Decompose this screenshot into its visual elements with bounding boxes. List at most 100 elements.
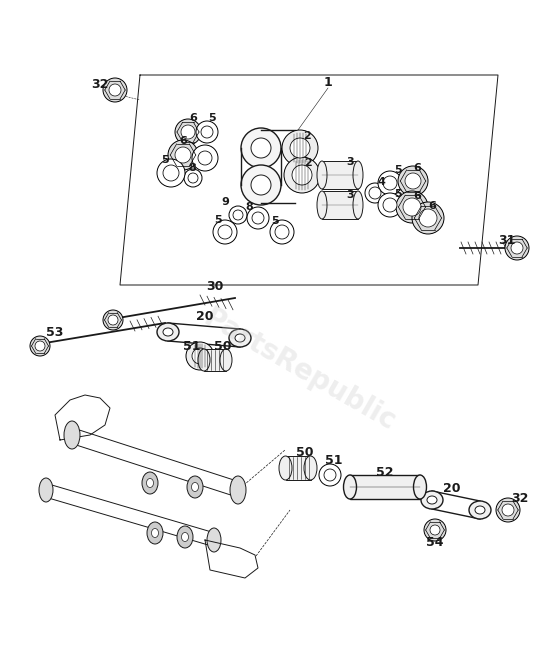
Ellipse shape xyxy=(188,173,198,183)
Text: 8: 8 xyxy=(188,163,196,173)
Ellipse shape xyxy=(35,341,45,351)
Ellipse shape xyxy=(403,198,421,216)
Ellipse shape xyxy=(103,310,123,330)
Ellipse shape xyxy=(198,349,210,371)
Text: 5: 5 xyxy=(161,155,169,165)
Text: 1: 1 xyxy=(324,77,332,90)
Ellipse shape xyxy=(317,191,327,219)
Ellipse shape xyxy=(218,225,232,239)
Ellipse shape xyxy=(163,328,173,336)
Ellipse shape xyxy=(290,138,310,158)
Text: 5: 5 xyxy=(394,189,402,199)
Ellipse shape xyxy=(353,161,363,189)
Ellipse shape xyxy=(496,498,520,522)
Text: 6: 6 xyxy=(179,136,187,146)
Text: 3: 3 xyxy=(346,157,354,167)
Ellipse shape xyxy=(39,478,53,502)
Ellipse shape xyxy=(505,236,529,260)
Ellipse shape xyxy=(177,526,193,548)
Text: 2: 2 xyxy=(303,131,311,141)
Ellipse shape xyxy=(213,220,237,244)
Ellipse shape xyxy=(319,464,341,486)
Text: 6: 6 xyxy=(413,163,421,173)
FancyBboxPatch shape xyxy=(286,456,311,480)
Text: 50: 50 xyxy=(296,447,314,460)
Ellipse shape xyxy=(365,183,385,203)
Text: 31: 31 xyxy=(498,233,516,246)
Ellipse shape xyxy=(284,157,320,193)
Ellipse shape xyxy=(324,469,336,481)
Ellipse shape xyxy=(252,212,264,224)
Ellipse shape xyxy=(142,472,158,494)
Ellipse shape xyxy=(103,78,127,102)
Ellipse shape xyxy=(151,528,159,538)
Ellipse shape xyxy=(405,173,421,189)
Ellipse shape xyxy=(230,476,246,504)
Ellipse shape xyxy=(475,506,485,514)
Ellipse shape xyxy=(187,476,203,498)
Ellipse shape xyxy=(186,342,214,370)
Ellipse shape xyxy=(192,145,218,171)
Ellipse shape xyxy=(421,491,443,509)
Ellipse shape xyxy=(275,225,289,239)
Text: 52: 52 xyxy=(376,467,394,480)
Ellipse shape xyxy=(196,121,218,143)
Ellipse shape xyxy=(412,202,444,234)
Ellipse shape xyxy=(511,242,523,254)
Ellipse shape xyxy=(430,525,440,535)
Ellipse shape xyxy=(175,119,201,145)
Ellipse shape xyxy=(344,475,357,499)
Ellipse shape xyxy=(30,336,50,356)
Ellipse shape xyxy=(304,456,317,480)
Ellipse shape xyxy=(192,482,199,491)
Ellipse shape xyxy=(279,456,292,480)
Ellipse shape xyxy=(64,421,80,449)
Ellipse shape xyxy=(469,501,491,519)
Ellipse shape xyxy=(192,348,208,364)
Ellipse shape xyxy=(163,165,179,181)
Ellipse shape xyxy=(108,315,118,325)
Text: 4: 4 xyxy=(377,177,385,187)
Text: 6: 6 xyxy=(413,191,421,201)
Text: 32: 32 xyxy=(511,491,529,504)
Text: 8: 8 xyxy=(245,202,253,212)
Ellipse shape xyxy=(247,207,269,229)
Text: 6: 6 xyxy=(189,113,197,123)
Text: 2: 2 xyxy=(304,158,312,168)
Ellipse shape xyxy=(147,478,154,488)
Ellipse shape xyxy=(109,84,121,96)
Ellipse shape xyxy=(198,151,212,165)
Text: PartsRepublic: PartsRepublic xyxy=(199,304,401,436)
Text: 5: 5 xyxy=(271,216,279,226)
Ellipse shape xyxy=(413,475,426,499)
Ellipse shape xyxy=(181,532,188,541)
Ellipse shape xyxy=(175,147,191,163)
Ellipse shape xyxy=(233,210,243,220)
Text: 5: 5 xyxy=(394,165,402,175)
Ellipse shape xyxy=(369,187,381,199)
FancyBboxPatch shape xyxy=(350,475,420,499)
Ellipse shape xyxy=(419,209,437,227)
Ellipse shape xyxy=(378,171,402,195)
Text: 20: 20 xyxy=(443,482,461,495)
Text: 50: 50 xyxy=(214,341,232,354)
Ellipse shape xyxy=(181,125,195,139)
Ellipse shape xyxy=(184,169,202,187)
Ellipse shape xyxy=(168,140,198,170)
Ellipse shape xyxy=(157,323,179,341)
Text: 3: 3 xyxy=(346,190,354,200)
Ellipse shape xyxy=(251,138,271,158)
Ellipse shape xyxy=(241,165,281,205)
Ellipse shape xyxy=(147,522,163,544)
Ellipse shape xyxy=(398,166,428,196)
Ellipse shape xyxy=(229,329,251,347)
FancyBboxPatch shape xyxy=(322,161,358,189)
Ellipse shape xyxy=(241,128,281,168)
Text: 51: 51 xyxy=(325,454,343,467)
Text: 5: 5 xyxy=(208,113,216,123)
Ellipse shape xyxy=(207,528,221,552)
Ellipse shape xyxy=(282,130,318,166)
Text: 54: 54 xyxy=(426,536,444,549)
Ellipse shape xyxy=(378,193,402,217)
Ellipse shape xyxy=(270,220,294,244)
